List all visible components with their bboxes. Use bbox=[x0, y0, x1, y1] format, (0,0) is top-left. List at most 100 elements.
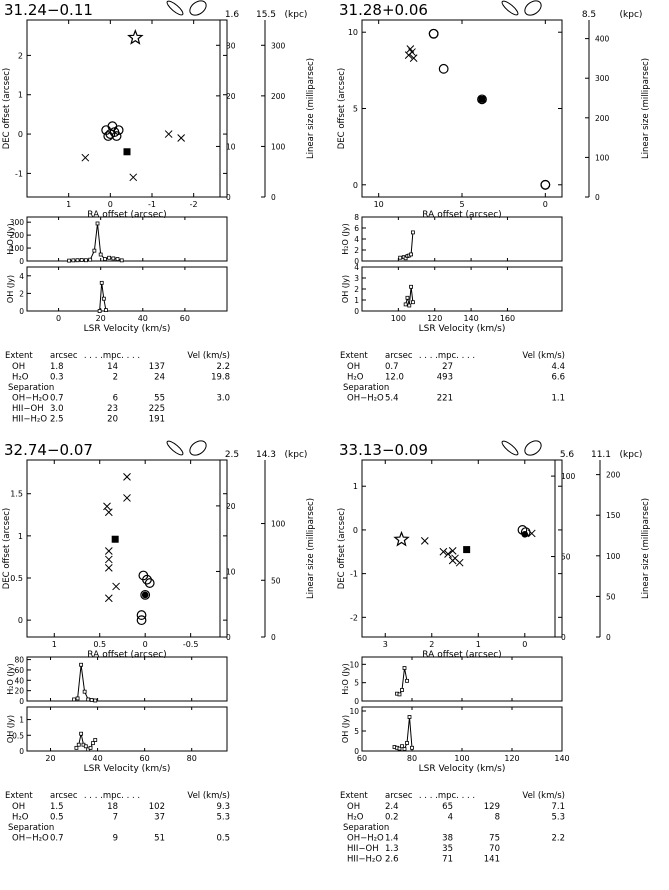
table-cell: 2.4 bbox=[385, 802, 399, 812]
distance-value: 5.6 bbox=[560, 450, 575, 460]
spectrum-ytick-label: 0 bbox=[19, 697, 24, 706]
spectrum-ylabel: H₂O (Jy) bbox=[341, 223, 350, 254]
beam-ellipse-oh bbox=[166, 440, 184, 456]
beam-ellipse-oh bbox=[501, 0, 519, 16]
size-axis: 0 10 20 30 bbox=[216, 20, 236, 202]
table-row-label: OH−H₂O bbox=[347, 394, 384, 404]
marker-cross bbox=[104, 547, 113, 555]
spectrum-point bbox=[407, 303, 412, 308]
marker-cross bbox=[103, 502, 111, 511]
results-table: Extent arcsec . . . .mpc. . . . Vel (km/s) O… bbox=[340, 351, 565, 404]
spectrum-point bbox=[411, 230, 415, 235]
size-axis: 0 50 100 bbox=[261, 460, 286, 642]
table-cell: 0.3 bbox=[50, 373, 64, 383]
beam-ellipse-h2o bbox=[524, 0, 542, 16]
spectrum-xtick-label: 40 bbox=[92, 754, 102, 763]
table-header: Vel (km/s) bbox=[522, 351, 565, 361]
size-axis-tick-label: 100 bbox=[606, 552, 621, 561]
table-header: Extent bbox=[5, 351, 33, 361]
table-cell: 3.0 bbox=[216, 394, 230, 404]
spectrum-ytick-label: 0.5 bbox=[12, 731, 24, 740]
spectrum-xtick-label: 20 bbox=[45, 754, 55, 763]
spectrum-point bbox=[409, 252, 413, 257]
table-header: Extent bbox=[340, 351, 368, 361]
spectrum-frame bbox=[26, 266, 228, 312]
size-axis-tick-label: 0 bbox=[226, 633, 231, 642]
spectrum-ylabel: H₂O (Jy) bbox=[6, 663, 15, 694]
size-axis-tick-label: 20 bbox=[226, 502, 236, 511]
marker-cross bbox=[439, 547, 448, 556]
distance-value: 15.5 bbox=[256, 10, 276, 20]
spectrum-frame bbox=[26, 706, 228, 752]
table-cell: 5.3 bbox=[551, 813, 565, 823]
table-cell: 65 bbox=[442, 802, 453, 812]
marker-cross bbox=[112, 582, 120, 591]
size-axis-tick-label: 0 bbox=[606, 633, 611, 642]
x-tick-label: -0.5 bbox=[183, 640, 199, 649]
table-cell: 6.6 bbox=[551, 373, 565, 383]
marker-cross bbox=[123, 494, 131, 502]
size-axis-label: Linear size (milliparsec) bbox=[641, 498, 651, 599]
y-tick-label: 0.5 bbox=[10, 574, 23, 583]
source-name: 31.24−0.11 bbox=[4, 1, 93, 19]
size-axis-tick-label: 100 bbox=[595, 153, 610, 162]
table-section: Separation bbox=[343, 823, 389, 833]
y-tick-label: -1 bbox=[350, 570, 358, 579]
marker-cross bbox=[448, 547, 457, 555]
spectrum-ylabel: H₂O (Jy) bbox=[341, 663, 350, 694]
y-tick-label: 1 bbox=[18, 532, 23, 541]
spectrum-ytick-label: 10 bbox=[349, 660, 359, 669]
x-tick-label: -1 bbox=[148, 200, 156, 209]
marker-cross bbox=[104, 508, 113, 517]
table-cell: 2.2 bbox=[551, 834, 565, 844]
spectrum-ytick-label: 0 bbox=[354, 747, 359, 756]
table-row-label: HII−OH bbox=[12, 404, 44, 414]
spectrum-ytick-label: 10 bbox=[349, 707, 359, 716]
size-axis-tick-label: 50 bbox=[561, 553, 571, 562]
distance-unit: (kpc) bbox=[285, 10, 308, 20]
marker-cross bbox=[406, 45, 415, 53]
table-cell: 24 bbox=[154, 373, 165, 383]
table-header: Vel (km/s) bbox=[187, 791, 230, 801]
spectrum-ytick-label: 0 bbox=[354, 257, 359, 266]
scatter-frame bbox=[26, 459, 228, 638]
spectrum-frame bbox=[361, 266, 563, 312]
spectrum-point bbox=[75, 696, 80, 701]
marker-circle bbox=[136, 610, 147, 620]
table-row-label: OH−H₂O bbox=[347, 834, 384, 844]
y-axis-label: DEC offset (arcsec) bbox=[2, 508, 12, 589]
spectrum-ytick-label: 2 bbox=[354, 246, 359, 255]
spectrum-ytick-label: 20 bbox=[14, 687, 24, 696]
spectrum-h2o: 0 2 4 6 8 H₂O (Jy) bbox=[341, 213, 563, 266]
spectrum-ylabel: OH (Jy) bbox=[6, 275, 15, 303]
marker-cross bbox=[409, 54, 418, 63]
marker-circle bbox=[428, 28, 439, 39]
distance-unit: (kpc) bbox=[285, 450, 308, 460]
size-axis-label: Linear size (milliparsec) bbox=[641, 58, 651, 159]
y-axis-label: DEC offset (arcsec) bbox=[337, 508, 347, 589]
scatter-points bbox=[103, 473, 155, 626]
spectrum-point bbox=[93, 698, 98, 703]
spectrum-point bbox=[89, 698, 94, 702]
table-row-label: OH−H₂O bbox=[12, 834, 49, 844]
marker-cross bbox=[527, 529, 536, 538]
size-axis-tick-label: 0 bbox=[226, 193, 231, 202]
spectrum-point bbox=[407, 715, 412, 719]
table-cell: 8 bbox=[495, 813, 500, 823]
table-section: Separation bbox=[343, 383, 389, 393]
table-cell: 1.5 bbox=[50, 802, 64, 812]
scatter-points bbox=[404, 28, 551, 190]
scatter-frame bbox=[361, 459, 563, 638]
marker-square bbox=[123, 148, 131, 156]
table-cell: 2 bbox=[113, 373, 118, 383]
spectrum-point bbox=[92, 248, 97, 253]
table-cell: 71 bbox=[442, 855, 453, 865]
x-tick-label: 0.5 bbox=[93, 640, 106, 649]
spectrum-ylabel: OH (Jy) bbox=[6, 715, 15, 743]
size-axis-tick-label: 0 bbox=[561, 633, 566, 642]
marker-circle bbox=[144, 578, 155, 588]
y-axis-label: DEC offset (arcsec) bbox=[337, 68, 347, 149]
